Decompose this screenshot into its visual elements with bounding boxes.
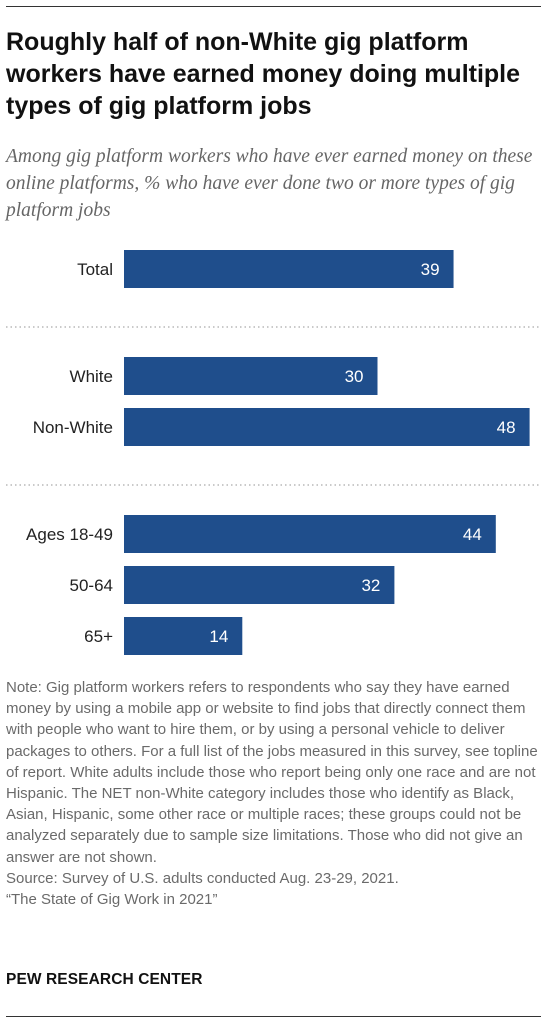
bar-chart: Total 39 White 30 Non-White 48 Ages 18-49 44 50-… bbox=[6, 250, 541, 655]
category-label: Non-White bbox=[33, 418, 113, 437]
bar bbox=[124, 250, 454, 288]
report-title: “The State of Gig Work in 2021” bbox=[6, 891, 218, 909]
bar-value-label: 39 bbox=[421, 260, 440, 279]
bar bbox=[124, 566, 395, 604]
chart-title: Roughly half of non-White gig platform w… bbox=[6, 28, 521, 120]
bar-value-label: 32 bbox=[361, 576, 380, 595]
category-label: 65+ bbox=[84, 627, 113, 646]
brand-logo-text: PEW RESEARCH CENTER bbox=[6, 971, 203, 988]
top-rule bbox=[6, 6, 541, 7]
bar-value-label: 30 bbox=[345, 367, 364, 386]
bar bbox=[124, 617, 243, 655]
bar bbox=[124, 515, 496, 553]
source-text: Source: Survey of U.S. adults conducted … bbox=[6, 869, 399, 887]
category-label: White bbox=[70, 367, 113, 386]
bar bbox=[124, 408, 530, 446]
bar-value-label: 14 bbox=[209, 627, 228, 646]
category-label: 50-64 bbox=[70, 576, 113, 595]
bottom-rule bbox=[6, 1016, 541, 1017]
bar bbox=[124, 357, 378, 395]
note-text: Note: Gig platform workers refers to res… bbox=[6, 679, 542, 866]
chart-subtitle: Among gig platform workers who have ever… bbox=[6, 146, 533, 221]
category-label: Total bbox=[77, 260, 113, 279]
category-label: Ages 18-49 bbox=[26, 525, 113, 544]
bar-value-label: 48 bbox=[497, 418, 516, 437]
chart-note: Note: Gig platform workers refers to res… bbox=[6, 677, 542, 910]
bar-value-label: 44 bbox=[463, 525, 482, 544]
